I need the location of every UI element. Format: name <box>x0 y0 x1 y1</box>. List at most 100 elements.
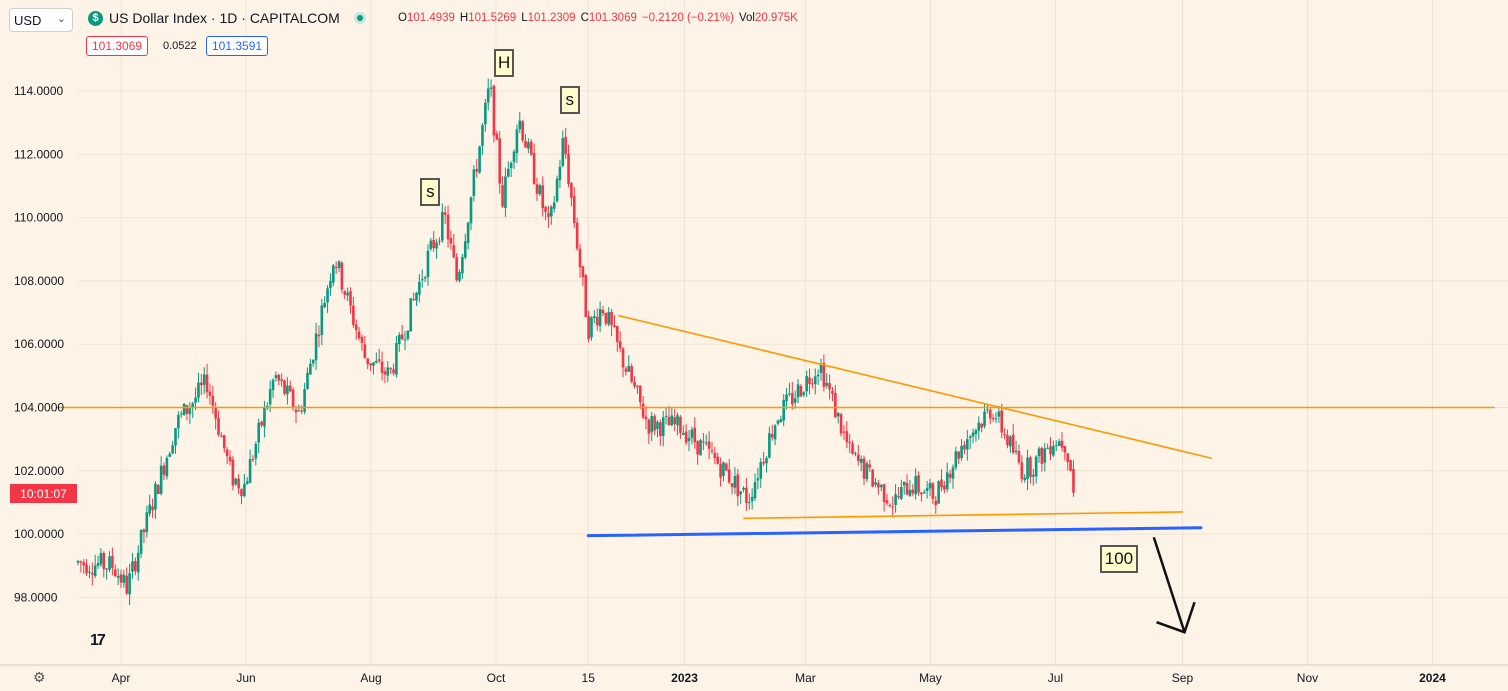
candle-body <box>879 485 883 488</box>
candle-body <box>716 456 720 464</box>
candle-body <box>443 212 447 215</box>
candle-body <box>960 445 963 459</box>
candle-body <box>139 529 143 554</box>
candle-body <box>595 316 599 326</box>
candle-body <box>478 146 481 173</box>
candle-body <box>131 561 134 572</box>
candle-body <box>564 136 567 155</box>
candle-body <box>747 502 751 504</box>
candle-body <box>696 440 699 455</box>
candle-body <box>868 464 872 468</box>
candle-body <box>357 331 361 339</box>
annotation-label[interactable]: s <box>559 86 580 115</box>
candle-body <box>943 485 946 490</box>
candle-body <box>197 382 200 398</box>
candle-body <box>641 403 645 418</box>
candle-body <box>300 410 304 412</box>
candle-body <box>113 569 117 577</box>
candle-body <box>119 574 123 583</box>
candle-body <box>544 206 547 213</box>
candle-body <box>633 381 636 387</box>
candle-body <box>997 411 1001 417</box>
trend-line[interactable] <box>618 314 1212 459</box>
candle-body <box>871 469 874 487</box>
candle-body <box>240 489 243 496</box>
sell-price: 101.3069 <box>92 39 143 53</box>
candle-body <box>82 562 86 566</box>
candle-body <box>1011 434 1015 453</box>
candle-body <box>808 377 811 384</box>
candle-body <box>343 291 347 295</box>
currency-select[interactable]: USD ⌄ <box>9 8 73 32</box>
candle-body <box>836 412 840 417</box>
candle-body <box>681 433 685 435</box>
candle-body <box>369 363 372 366</box>
candle-body <box>845 431 849 443</box>
candle-body <box>142 529 146 533</box>
candle-body <box>900 487 903 499</box>
candle-body <box>380 361 384 373</box>
candle-body <box>375 360 378 363</box>
candle-body <box>231 459 235 486</box>
candle-body <box>237 478 240 489</box>
candle-body <box>1014 450 1018 452</box>
candle-body <box>816 374 820 377</box>
buy-price-box[interactable]: 101.3591 <box>206 36 269 56</box>
candle-body <box>481 125 484 146</box>
candle-body <box>951 467 955 479</box>
symbol-title[interactable]: $ US Dollar Index · 1D · CAPITALCOM <box>88 10 366 26</box>
candle-body <box>349 291 352 306</box>
candle-body <box>200 382 203 386</box>
candle-body <box>194 397 197 403</box>
candle-body <box>690 429 694 438</box>
candle-body <box>277 374 281 381</box>
candle-body <box>254 443 258 459</box>
candle-body <box>937 481 940 504</box>
candle-body <box>521 121 524 141</box>
trend-line[interactable] <box>743 511 1184 520</box>
candle-body <box>377 359 381 361</box>
candle-body <box>504 176 507 208</box>
sell-price-box[interactable]: 101.3069 <box>86 36 149 56</box>
candle-body <box>1060 440 1064 448</box>
candle-body <box>587 315 590 340</box>
candle-body <box>1037 448 1041 457</box>
candle-body <box>412 299 415 301</box>
candle-body <box>452 245 456 258</box>
candle-body <box>435 242 438 249</box>
gear-icon[interactable]: ⚙ <box>33 669 46 685</box>
candle-body <box>455 257 458 281</box>
candle-body <box>1043 448 1047 463</box>
annotation-label[interactable]: s <box>420 178 441 207</box>
candle-body <box>463 241 467 258</box>
x-tick-label: Oct <box>487 671 506 685</box>
candle-body <box>88 571 91 573</box>
candle-body <box>177 414 180 429</box>
support-line[interactable] <box>586 526 1203 538</box>
market-open-icon[interactable] <box>353 12 366 24</box>
candle-body <box>750 496 754 502</box>
candle-body <box>856 454 860 461</box>
annotation-label[interactable]: 100 <box>1099 545 1138 574</box>
candle-body <box>251 458 255 460</box>
candle-body <box>288 385 292 392</box>
candle-body <box>228 456 232 462</box>
candle-body <box>509 162 513 169</box>
candle-body <box>397 334 401 344</box>
tradingview-logo-icon[interactable]: 17 <box>90 632 106 649</box>
annotation-label[interactable]: H <box>494 48 515 77</box>
candle-body <box>400 334 404 340</box>
candle-body <box>707 441 711 449</box>
candle-body <box>799 385 803 397</box>
candle-body <box>756 478 760 481</box>
candle-body <box>650 416 654 433</box>
candle-body <box>1072 468 1075 493</box>
candle-body <box>334 267 338 269</box>
down-arrow-icon[interactable] <box>1152 536 1186 633</box>
candle-body <box>684 431 688 443</box>
candle-body <box>604 312 608 324</box>
candle-body <box>188 408 192 414</box>
y-tick-label: 106.0000 <box>14 337 64 351</box>
ohlc-item: L101.2309 <box>521 12 576 24</box>
